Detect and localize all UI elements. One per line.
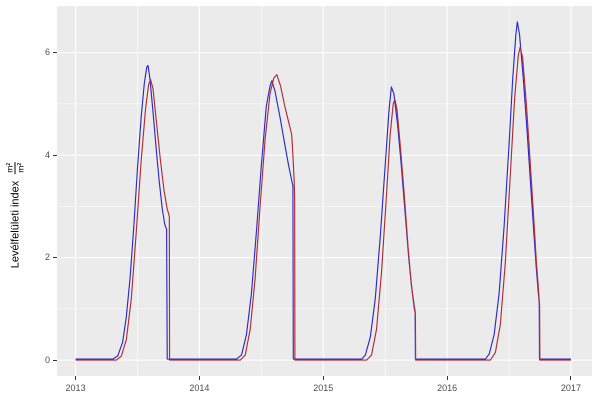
plot-panel [57, 6, 592, 376]
x-tick-label: 2015 [313, 383, 334, 393]
red-series-line [75, 46, 571, 361]
y-axis-unit-numerator: m² [4, 161, 16, 174]
y-tick-label: 2 [44, 252, 50, 263]
x-tick-mark [446, 376, 448, 380]
x-tick-label: 2014 [189, 383, 210, 393]
x-tick-mark [75, 376, 77, 380]
y-tick-mark [53, 52, 57, 54]
x-tick-mark [322, 376, 324, 380]
y-tick-label: 4 [44, 149, 50, 160]
y-axis-unit-fraction: m² m² [4, 161, 26, 174]
y-axis-title-text: Levélfelületi index [9, 180, 21, 269]
y-axis-unit-denominator: m² [15, 162, 26, 173]
y-tick-mark [53, 154, 57, 156]
x-tick-mark [570, 376, 572, 380]
y-tick-mark [53, 257, 57, 259]
y-axis-title: Levélfelületi index m² m² [4, 161, 26, 269]
x-tick-mark [198, 376, 200, 380]
y-tick-label: 6 [44, 47, 50, 58]
x-tick-label: 2016 [437, 383, 458, 393]
x-tick-label: 2017 [560, 383, 581, 393]
y-tick-label: 0 [44, 354, 50, 365]
x-tick-label: 2013 [65, 383, 86, 393]
blue-series-line [75, 21, 571, 360]
y-tick-mark [53, 359, 57, 361]
plot-svg [57, 6, 592, 376]
